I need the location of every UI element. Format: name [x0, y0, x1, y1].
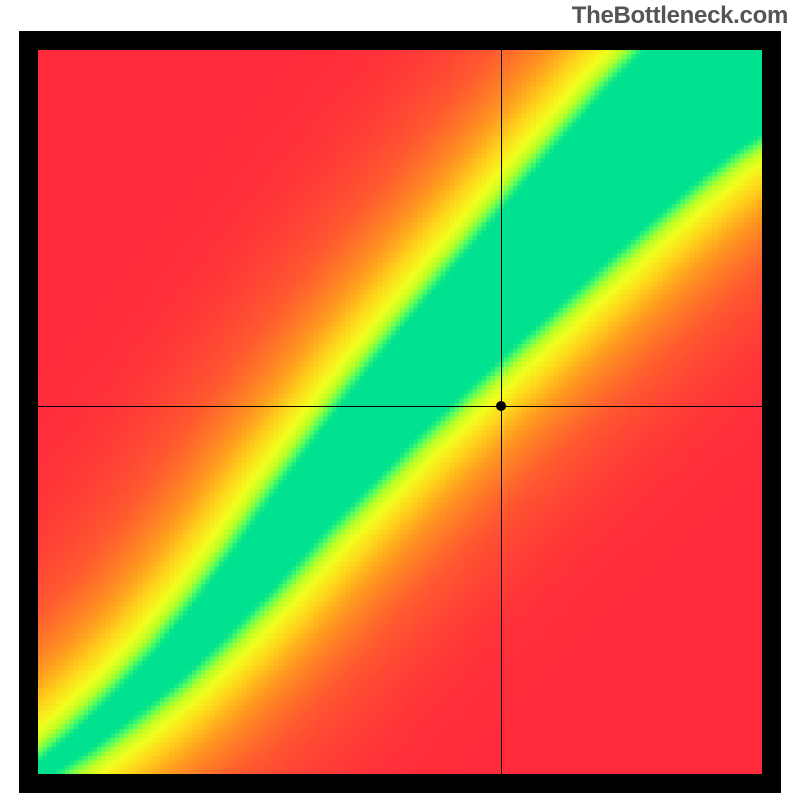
chart-container: TheBottleneck.com: [0, 0, 800, 800]
heatmap-canvas: [38, 50, 762, 774]
watermark-text: TheBottleneck.com: [572, 2, 788, 30]
crosshair-horizontal: [38, 406, 762, 407]
crosshair-vertical: [501, 50, 502, 774]
